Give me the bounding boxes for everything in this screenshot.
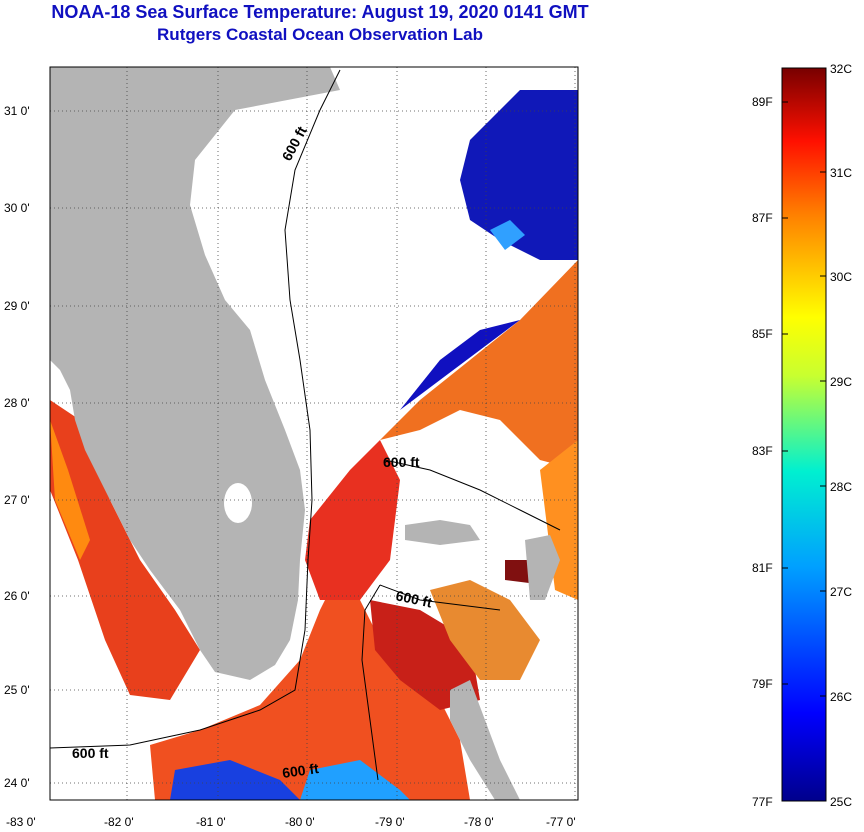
colorbar: 32C 31C 30C 29C 28C 27C 26C 25C 89F 87F … — [752, 62, 852, 809]
lon-tick: -77 0' — [546, 815, 576, 829]
colorbar-c-label: 32C — [830, 62, 852, 76]
sst-northern-mid-patch — [490, 220, 525, 250]
lake-okeechobee — [224, 483, 252, 523]
map-panel — [50, 67, 578, 800]
sst-keys-band — [150, 570, 470, 800]
lon-tick: -80 0' — [285, 815, 315, 829]
map-subtitle: Rutgers Coastal Ocean Observation Lab — [157, 25, 483, 44]
bahamas-land-east — [525, 535, 560, 600]
sst-keys-mid-patch — [300, 760, 410, 800]
lat-tick: 31 0' — [4, 104, 30, 118]
florida-land — [50, 67, 340, 680]
contour-label-gulf: 600 ft — [72, 745, 109, 761]
sst-gulf-warm-patch — [50, 420, 90, 560]
colorbar-c-label: 29C — [830, 375, 852, 389]
sst-gulf-band — [50, 400, 200, 700]
colorbar-c-label: 27C — [830, 585, 852, 599]
colorbar-f-label: 77F — [752, 795, 773, 809]
contour-label-east: 600 ft — [383, 454, 420, 470]
bahamas-land-north — [405, 520, 480, 545]
longitude-ticks: -83 0' -82 0' -81 0' -80 0' -79 0' -78 0… — [6, 815, 576, 829]
lat-tick: 28 0' — [4, 396, 30, 410]
lon-tick: -83 0' — [6, 815, 36, 829]
map-title: NOAA-18 Sea Surface Temperature: August … — [51, 2, 589, 22]
contour-label-straits: 600 ft — [394, 587, 433, 610]
contour-label-south: 600 ft — [281, 760, 320, 781]
colorbar-f-label: 85F — [752, 327, 773, 341]
lat-tick: 30 0' — [4, 201, 30, 215]
colorbar-c-label: 25C — [830, 795, 852, 809]
lat-tick: 27 0' — [4, 493, 30, 507]
lat-tick: 26 0' — [4, 589, 30, 603]
lon-tick: -82 0' — [104, 815, 134, 829]
graticule — [50, 67, 578, 800]
colorbar-c-label: 30C — [830, 270, 852, 284]
sst-warm-core — [370, 600, 480, 710]
latitude-ticks: 31 0' 30 0' 29 0' 28 0' 27 0' 26 0' 25 0… — [4, 104, 30, 790]
isobath-600ft — [50, 69, 561, 781]
sst-gulf-stream — [305, 440, 400, 600]
colorbar-gradient — [781, 67, 827, 802]
colorbar-f-label: 87F — [752, 211, 773, 225]
sst-keys-cool-patch — [170, 760, 300, 800]
lat-tick: 24 0' — [4, 776, 30, 790]
sst-east-warm-patch — [540, 440, 578, 600]
colorbar-c-label: 31C — [830, 166, 852, 180]
sst-atlantic-cool-edge — [400, 320, 520, 410]
lat-tick: 29 0' — [4, 299, 30, 313]
bahamas-land-south — [450, 680, 520, 800]
colorbar-c-label: 28C — [830, 480, 852, 494]
lat-tick: 25 0' — [4, 683, 30, 697]
map-frame — [49, 66, 579, 801]
sst-northern-cool-region — [460, 90, 578, 260]
lon-tick: -81 0' — [196, 815, 226, 829]
colorbar-f-label: 81F — [752, 561, 773, 575]
colorbar-c-label: 26C — [830, 690, 852, 704]
colorbar-f-label: 79F — [752, 677, 773, 691]
lon-tick: -79 0' — [375, 815, 405, 829]
sst-atlantic-band — [380, 260, 578, 470]
colorbar-f-label: 89F — [752, 95, 773, 109]
colorbar-f-label: 83F — [752, 444, 773, 458]
lon-tick: -78 0' — [464, 815, 494, 829]
